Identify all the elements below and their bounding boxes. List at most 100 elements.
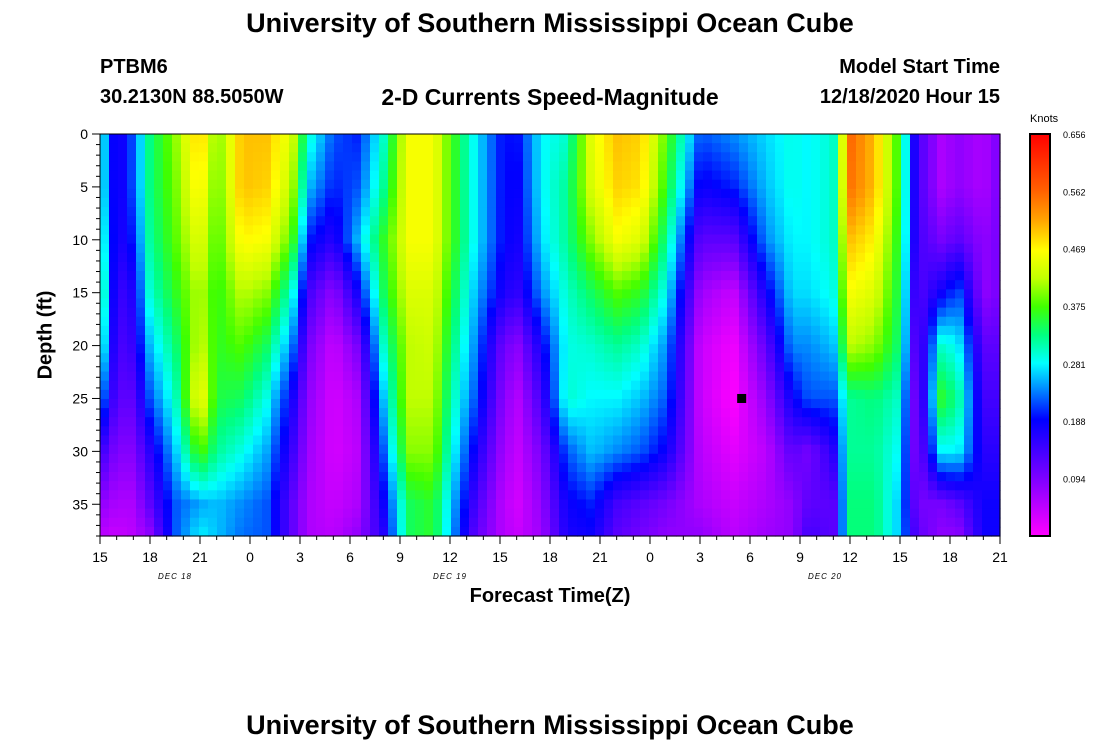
heatmap-cell bbox=[622, 371, 632, 382]
heatmap-cell bbox=[703, 216, 713, 226]
heatmap-cell bbox=[172, 481, 182, 491]
heatmap-cell bbox=[451, 462, 461, 473]
heatmap-cell bbox=[793, 289, 803, 300]
heatmap-cell bbox=[136, 371, 146, 382]
heatmap-cell bbox=[235, 444, 245, 455]
heatmap-cell bbox=[397, 462, 407, 473]
heatmap-cell bbox=[136, 316, 146, 327]
heatmap-cell bbox=[658, 307, 668, 318]
heatmap-cell bbox=[505, 216, 515, 226]
heatmap-cell bbox=[793, 398, 803, 409]
heatmap-cell bbox=[496, 188, 506, 199]
heatmap-cell bbox=[262, 271, 272, 281]
heatmap-cell bbox=[865, 225, 875, 236]
heatmap-cell bbox=[334, 472, 344, 482]
heatmap-cell bbox=[478, 243, 488, 254]
heatmap-cell bbox=[370, 335, 380, 345]
heatmap-cell bbox=[640, 526, 650, 537]
heatmap-cell bbox=[352, 161, 362, 172]
heatmap-cell bbox=[658, 188, 668, 199]
heatmap-cell bbox=[766, 371, 776, 382]
heatmap-cell bbox=[208, 325, 218, 336]
heatmap-cell bbox=[190, 435, 200, 446]
heatmap-cell bbox=[181, 371, 191, 382]
heatmap-cell bbox=[118, 371, 128, 382]
heatmap-cell bbox=[271, 362, 281, 373]
heatmap-cell bbox=[802, 371, 812, 382]
heatmap-cell bbox=[640, 353, 650, 364]
heatmap-cell bbox=[541, 362, 551, 373]
heatmap-cell bbox=[280, 398, 290, 409]
heatmap-cell bbox=[109, 161, 119, 172]
heatmap-cell bbox=[370, 188, 380, 199]
heatmap-cell bbox=[415, 344, 425, 354]
heatmap-cell bbox=[955, 335, 965, 345]
heatmap-cell bbox=[451, 362, 461, 373]
heatmap-cell bbox=[595, 380, 605, 391]
heatmap-cell bbox=[136, 517, 146, 528]
heatmap-cell bbox=[784, 152, 794, 163]
heatmap-cell bbox=[361, 490, 371, 501]
heatmap-cell bbox=[352, 134, 362, 144]
heatmap-cell bbox=[775, 481, 785, 491]
heatmap-cell bbox=[154, 298, 164, 309]
heatmap-cell bbox=[172, 435, 182, 446]
heatmap-cell bbox=[847, 426, 857, 437]
heatmap-cell bbox=[379, 271, 389, 281]
heatmap-cell bbox=[712, 398, 722, 409]
heatmap-cell bbox=[820, 197, 830, 208]
heatmap-cell bbox=[289, 252, 299, 263]
heatmap-cell bbox=[352, 453, 362, 464]
heatmap-cell bbox=[784, 134, 794, 144]
heatmap-cell bbox=[145, 499, 155, 510]
heatmap-cell bbox=[874, 179, 884, 190]
heatmap-cell bbox=[775, 353, 785, 364]
heatmap-cell bbox=[550, 508, 560, 519]
heatmap-cell bbox=[487, 298, 497, 309]
heatmap-cell bbox=[730, 435, 740, 446]
heatmap-cell bbox=[892, 298, 902, 309]
heatmap-cell bbox=[271, 508, 281, 519]
heatmap-cell bbox=[541, 325, 551, 336]
heatmap-cell bbox=[901, 353, 911, 364]
heatmap-cell bbox=[748, 197, 758, 208]
heatmap-cell bbox=[649, 481, 659, 491]
heatmap-cell bbox=[289, 389, 299, 400]
heatmap-cell bbox=[973, 481, 983, 491]
heatmap-cell bbox=[397, 280, 407, 290]
heatmap-cell bbox=[748, 417, 758, 427]
heatmap-cell bbox=[208, 344, 218, 354]
heatmap-cell bbox=[145, 161, 155, 172]
heatmap-cell bbox=[784, 380, 794, 391]
heatmap-cell bbox=[964, 261, 974, 272]
heatmap-cell bbox=[505, 435, 515, 446]
heatmap-cell bbox=[325, 408, 335, 418]
heatmap-cell bbox=[289, 261, 299, 272]
heatmap-cell bbox=[685, 161, 695, 172]
heatmap-cell bbox=[856, 335, 866, 345]
heatmap-cell bbox=[820, 371, 830, 382]
heatmap-cell bbox=[883, 517, 893, 528]
heatmap-cell bbox=[928, 481, 938, 491]
heatmap-cell bbox=[226, 188, 236, 199]
heatmap-cell bbox=[586, 408, 596, 418]
heatmap-cell bbox=[856, 508, 866, 519]
heatmap-cell bbox=[298, 234, 308, 245]
heatmap-cell bbox=[127, 472, 137, 482]
heatmap-cell bbox=[154, 261, 164, 272]
heatmap-cell bbox=[190, 170, 200, 181]
heatmap-cell bbox=[928, 362, 938, 373]
heatmap-cell bbox=[964, 380, 974, 391]
heatmap-cell bbox=[865, 499, 875, 510]
heatmap-cell bbox=[316, 499, 326, 510]
heatmap-cell bbox=[829, 225, 839, 236]
heatmap-cell bbox=[712, 362, 722, 373]
heatmap-cell bbox=[262, 188, 272, 199]
heatmap-cell bbox=[964, 453, 974, 464]
heatmap-cell bbox=[298, 417, 308, 427]
heatmap-cell bbox=[487, 426, 497, 437]
heatmap-cell bbox=[514, 216, 524, 226]
heatmap-cell bbox=[784, 179, 794, 190]
heatmap-cell bbox=[910, 234, 920, 245]
heatmap-cell bbox=[406, 380, 416, 391]
